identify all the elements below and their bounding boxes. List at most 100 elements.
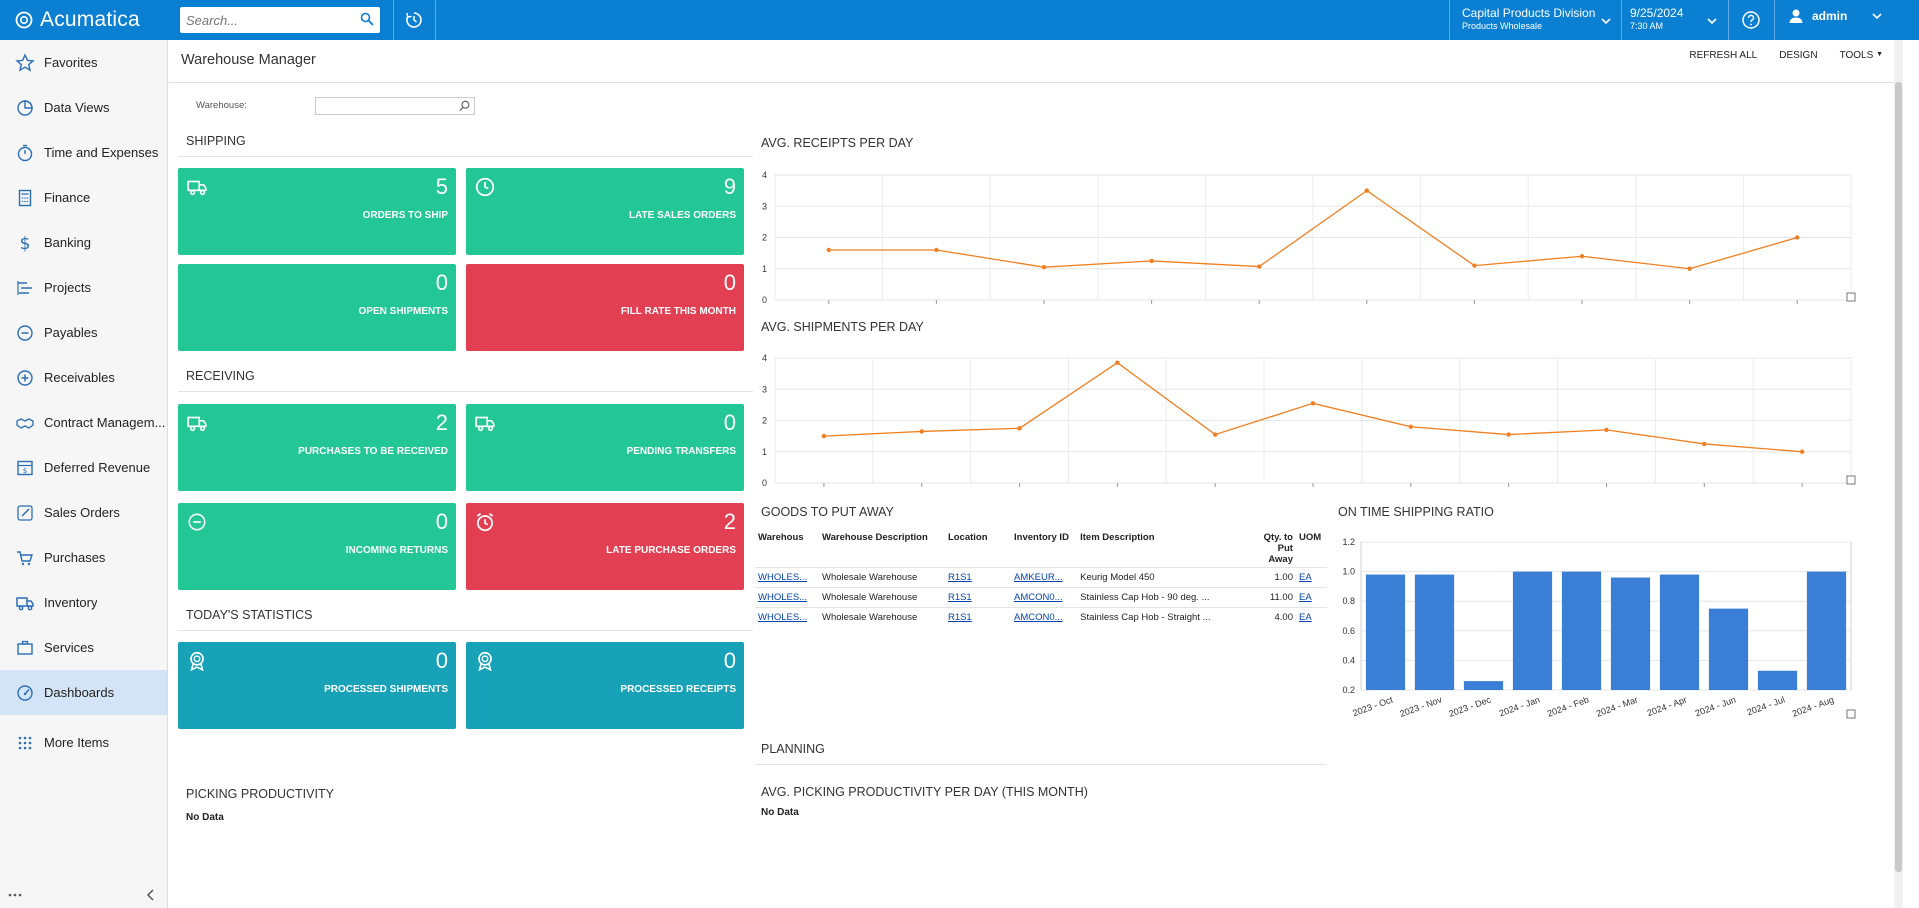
y-tick-label: 0.2 [1342, 685, 1355, 695]
sidebar-item-time-and-expenses[interactable]: Time and Expenses [0, 130, 167, 175]
column-header[interactable]: Warehouse Description [822, 532, 928, 543]
scrollbar-thumb[interactable] [1895, 82, 1902, 872]
data-point [1579, 254, 1585, 259]
sidebar-item-label: Inventory [44, 595, 98, 610]
y-tick-label: 0.6 [1342, 626, 1355, 636]
sidebar-item-purchases[interactable]: Purchases [0, 535, 167, 580]
sidebar-item-contract-managem[interactable]: Contract Managem... [0, 400, 167, 445]
design-button[interactable]: DESIGN [1779, 50, 1818, 61]
tools-menu[interactable]: TOOLS ▼ [1840, 50, 1883, 61]
sidebar-item-banking[interactable]: $ Banking [0, 220, 167, 265]
column-header[interactable]: Qty. to Put Away [1263, 532, 1293, 565]
vertical-scrollbar[interactable] [1894, 40, 1903, 908]
section-divider [178, 156, 753, 157]
sidebar-item-receivables[interactable]: Receivables [0, 355, 167, 400]
sidebar-item-inventory[interactable]: Inventory [0, 580, 167, 625]
tile-icon [186, 412, 208, 439]
chart-export-icon [1846, 292, 1856, 302]
table-cell: Wholesale Warehouse [819, 567, 945, 588]
history-button[interactable] [394, 0, 434, 40]
table-cell-link[interactable]: EA [1298, 592, 1312, 603]
table-cell-link[interactable]: WHOLES... [758, 572, 808, 583]
tile-late-purchase-orders[interactable]: 2 LATE PURCHASE ORDERS [466, 503, 744, 590]
y-tick-label: 3 [762, 384, 767, 394]
goods-section-title: GOODS TO PUT AWAY [761, 505, 894, 519]
calculator-icon [18, 189, 32, 206]
table-cell-link[interactable]: R1S1 [947, 572, 972, 583]
tile-label: FILL RATE THIS MONTH [620, 306, 736, 317]
warehouse-field[interactable] [315, 97, 475, 115]
tile-value: 9 [723, 174, 736, 199]
table-cell: Stainless Cap Hob - 90 deg. ... [1077, 587, 1255, 608]
table-cell-link[interactable]: WHOLES... [758, 592, 808, 603]
column-header[interactable]: Location [947, 532, 988, 543]
shipping-ratio-chart: 0.2 0.4 0.6 0.8 1.0 1.2 2023 - Oct 2023 - Nov 20… [1333, 537, 1873, 767]
chart-export-icon [1846, 475, 1856, 485]
tile-label: INCOMING RETURNS [345, 545, 448, 556]
business-date-selector[interactable]: 9/25/2024 7:30 AM [1630, 6, 1718, 31]
company-selector[interactable]: Capital Products Division Products Whole… [1462, 6, 1612, 31]
tile-value: 0 [435, 648, 448, 673]
table-row[interactable]: WHOLES... Wholesale Warehouse R1S1 AMCON0..… [755, 587, 1327, 608]
tile-open-shipments[interactable]: 0 OPEN SHIPMENTS [178, 264, 456, 351]
handshake-icon [16, 417, 34, 429]
dashboard-toolbar: REFRESH ALL DESIGN TOOLS ▼ [1689, 50, 1883, 61]
sidebar-item-services[interactable]: Services [0, 625, 167, 670]
refresh-all-button[interactable]: REFRESH ALL [1689, 50, 1758, 61]
table-cell-link[interactable]: WHOLES... [758, 612, 808, 623]
table-cell: WHOLES... [755, 567, 819, 588]
sidebar-item-favorites[interactable]: Favorites [0, 40, 167, 85]
table-cell-link[interactable]: AMCON0... [1014, 612, 1063, 623]
table-cell-link[interactable]: R1S1 [947, 592, 972, 603]
search-input[interactable] [180, 8, 350, 32]
history-icon [406, 12, 422, 28]
column-header[interactable]: Item Description [1080, 532, 1155, 543]
nav-icon-wrap [14, 502, 36, 524]
data-point [1212, 432, 1218, 437]
sidebar-item-payables[interactable]: Payables [0, 310, 167, 355]
sidebar-item-label: Favorites [44, 55, 98, 70]
tile-processed-shipments[interactable]: 0 PROCESSED SHIPMENTS [178, 642, 456, 729]
tile-purchases-to-be-received[interactable]: 2 PURCHASES TO BE RECEIVED [178, 404, 456, 491]
receipts-chart-title: AVG. RECEIPTS PER DAY [761, 136, 914, 150]
brand-logo[interactable]: Acumatica [14, 7, 140, 33]
table-cell-link[interactable]: EA [1298, 572, 1312, 583]
tile-label: LATE SALES ORDERS [628, 210, 736, 221]
sidebar-item-projects[interactable]: Projects [0, 265, 167, 310]
table-row[interactable]: WHOLES... Wholesale Warehouse R1S1 AMKEUR..… [755, 567, 1327, 588]
dashboard-area: Warehouse Manager REFRESH ALL DESIGN TOO… [169, 40, 1903, 908]
search-icon[interactable] [459, 100, 471, 112]
more-options-icon[interactable] [8, 892, 24, 898]
sidebar-item-dashboards[interactable]: Dashboards [0, 670, 167, 715]
table-cell-link[interactable]: AMCON0... [1014, 592, 1063, 603]
sidebar-item-data-views[interactable]: Data Views [0, 85, 167, 130]
pencil-icon [17, 504, 33, 521]
sidebar-item-label: Receivables [44, 370, 115, 385]
tile-late-sales-orders[interactable]: 9 LATE SALES ORDERS [466, 168, 744, 255]
tile-processed-receipts[interactable]: 0 PROCESSED RECEIPTS [466, 642, 744, 729]
shipments-chart: 0 1 2 3 4 [755, 353, 1871, 513]
tile-orders-to-ship[interactable]: 5 ORDERS TO SHIP [178, 168, 456, 255]
search-icon[interactable] [360, 12, 374, 26]
column-header[interactable]: Inventory ID [1014, 532, 1069, 543]
sidebar-item-sales-orders[interactable]: Sales Orders [0, 490, 167, 535]
sidebar-item-deferred-revenue[interactable]: $ Deferred Revenue [0, 445, 167, 490]
table-cell-link[interactable]: EA [1298, 612, 1312, 623]
user-menu[interactable]: admin [1788, 8, 1883, 24]
column-header[interactable]: UOM [1298, 532, 1322, 543]
table-cell-link[interactable]: R1S1 [947, 612, 972, 623]
sidebar-item-label: Dashboards [44, 685, 115, 700]
column-header[interactable]: Warehous [758, 532, 804, 543]
tile-incoming-returns[interactable]: 0 INCOMING RETURNS [178, 503, 456, 590]
table-cell-link[interactable]: AMKEUR... [1014, 572, 1063, 583]
table-cell: R1S1 [944, 607, 1012, 627]
sidebar-item-finance[interactable]: Finance [0, 175, 167, 220]
table-row[interactable]: WHOLES... Wholesale Warehouse R1S1 AMCON0..… [755, 607, 1327, 627]
sidebar-item-more-items[interactable]: More Items [0, 720, 167, 765]
collapse-sidebar-icon[interactable] [146, 889, 156, 901]
minus-circle-icon [17, 324, 33, 341]
tile-pending-transfers[interactable]: 0 PENDING TRANSFERS [466, 404, 744, 491]
help-button[interactable] [1740, 9, 1762, 31]
tile-fill-rate-this-month[interactable]: 0 FILL RATE THIS MONTH [466, 264, 744, 351]
truck-icon [16, 596, 34, 610]
